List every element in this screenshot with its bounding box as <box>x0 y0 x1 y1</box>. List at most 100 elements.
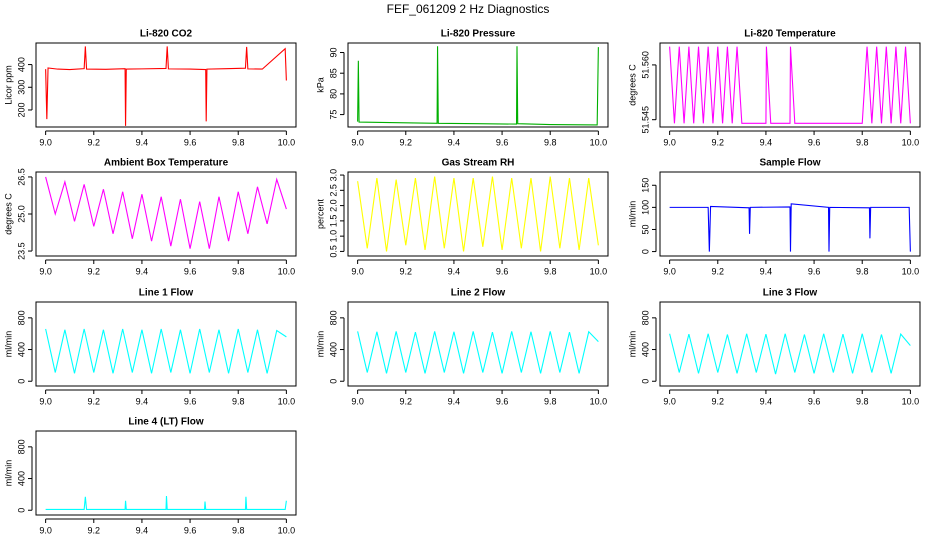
y-tick-label: 800 <box>328 310 338 325</box>
x-tick-label: 9.4 <box>760 396 773 406</box>
panel-title: Ambient Box Temperature <box>104 158 229 169</box>
panel: Line 4 (LT) Flow 9.0 9.2 9.4 9.6 9.8 10.0 0 400 8… <box>3 417 297 535</box>
y-axis-label: degrees C <box>627 64 637 106</box>
y-tick-label: 0 <box>328 379 338 384</box>
plot-area <box>357 176 599 252</box>
panel-title: Li-820 Temperature <box>744 29 836 40</box>
panel-title: Li-820 CO2 <box>140 29 193 40</box>
data-line <box>45 328 287 374</box>
x-tick-label: 9.2 <box>712 396 725 406</box>
plot-box <box>347 171 609 257</box>
x-tick-label: 10.0 <box>902 396 920 406</box>
y-tick-label: 0 <box>16 508 26 513</box>
plot-box <box>35 42 297 128</box>
panel: Line 1 Flow 9.0 9.2 9.4 9.6 9.8 10.0 0 400 800ml/… <box>3 288 297 406</box>
plot-box <box>659 301 921 387</box>
y-tick-label: 800 <box>16 310 26 325</box>
plot-area <box>45 328 287 374</box>
x-tick-label: 9.0 <box>663 137 676 147</box>
x-tick-label: 9.6 <box>184 525 197 535</box>
plot-area <box>357 330 599 374</box>
plot-box <box>35 171 297 257</box>
x-tick-label: 9.8 <box>232 525 245 535</box>
data-line <box>669 46 911 124</box>
x-tick-label: 9.2 <box>88 396 101 406</box>
x-tick-label: 9.8 <box>856 396 869 406</box>
x-tick-label: 9.0 <box>351 137 364 147</box>
y-tick-label: 800 <box>640 310 650 325</box>
x-tick-label: 9.6 <box>496 266 509 276</box>
panel: Gas Stream RH 9.0 9.2 9.4 9.6 9.8 10.0 0.5 1.0 1.… <box>315 158 609 276</box>
y-axis-label: degrees C <box>3 193 13 235</box>
plot-area <box>45 46 287 126</box>
x-tick-label: 9.8 <box>856 266 869 276</box>
y-tick-label: 400 <box>16 342 26 357</box>
panel: Li-820 CO2 9.0 9.2 9.4 9.6 9.8 10.0 200 300 400Li… <box>3 29 297 147</box>
x-tick-label: 9.8 <box>232 396 245 406</box>
data-line <box>45 46 287 126</box>
x-tick-label: 9.8 <box>544 266 557 276</box>
x-tick-label: 9.6 <box>808 137 821 147</box>
panel: Li-820 Temperature 9.0 9.2 9.4 9.6 9.8 10.0 51.… <box>627 29 921 147</box>
plot-box <box>347 42 609 128</box>
x-tick-label: 9.4 <box>136 137 149 147</box>
y-axis-label: ml/min <box>627 331 637 358</box>
x-tick-label: 9.4 <box>760 137 773 147</box>
x-tick-label: 9.8 <box>544 137 557 147</box>
x-tick-label: 9.8 <box>544 396 557 406</box>
panel: Line 2 Flow 9.0 9.2 9.4 9.6 9.8 10.0 0 400 800ml/… <box>315 288 609 406</box>
data-line <box>669 332 911 375</box>
x-tick-label: 9.0 <box>663 396 676 406</box>
y-tick-label: 51.545 <box>640 106 650 134</box>
plot-area <box>669 203 911 252</box>
data-line <box>45 495 287 510</box>
x-tick-label: 9.4 <box>136 266 149 276</box>
plot-box <box>35 430 297 516</box>
x-tick-label: 9.6 <box>808 396 821 406</box>
y-tick-label: 150 <box>640 178 650 193</box>
x-tick-label: 9.6 <box>496 137 509 147</box>
y-axis-label: ml/min <box>315 331 325 358</box>
x-tick-label: 9.0 <box>351 266 364 276</box>
plot-box <box>347 301 609 387</box>
x-tick-label: 9.4 <box>448 266 461 276</box>
y-tick-label: 0 <box>640 249 650 254</box>
panel-title: Line 3 Flow <box>763 288 818 299</box>
x-tick-label: 9.2 <box>88 266 101 276</box>
y-axis-label: ml/min <box>627 201 637 228</box>
y-tick-label: 50 <box>640 224 650 234</box>
x-tick-label: 9.0 <box>39 525 52 535</box>
y-axis-label: ml/min <box>3 460 13 487</box>
x-tick-label: 10.0 <box>590 137 608 147</box>
y-tick-label: 3.0 <box>328 169 338 182</box>
y-axis-label: ml/min <box>3 331 13 358</box>
panel: Ambient Box Temperature 9.0 9.2 9.4 9.6 9.8 10… <box>3 158 297 276</box>
plot-box <box>659 42 921 128</box>
plot-area <box>357 46 599 126</box>
y-tick-label: 85 <box>328 68 338 78</box>
x-tick-label: 9.2 <box>88 525 101 535</box>
y-axis-label: Licor ppm <box>3 65 13 105</box>
y-tick-label: 400 <box>640 342 650 357</box>
y-tick-label: 2.5 <box>328 184 338 197</box>
x-tick-label: 9.2 <box>400 396 413 406</box>
x-tick-label: 9.0 <box>39 266 52 276</box>
panel: Line 3 Flow 9.0 9.2 9.4 9.6 9.8 10.0 0 400 800ml/… <box>627 288 921 406</box>
x-tick-label: 9.4 <box>448 137 461 147</box>
x-tick-label: 10.0 <box>590 266 608 276</box>
x-tick-label: 10.0 <box>278 525 296 535</box>
panel-title: Li-820 Pressure <box>441 29 516 40</box>
y-tick-label: 90 <box>328 48 338 58</box>
y-tick-label: 400 <box>328 342 338 357</box>
y-tick-label: 23.5 <box>16 242 26 260</box>
y-tick-label: 200 <box>16 102 26 117</box>
data-line <box>45 176 287 249</box>
data-line <box>357 176 599 252</box>
data-line <box>357 330 599 374</box>
x-tick-label: 9.0 <box>351 396 364 406</box>
y-tick-label: 0 <box>16 379 26 384</box>
x-tick-label: 9.4 <box>136 396 149 406</box>
x-tick-label: 9.2 <box>712 137 725 147</box>
